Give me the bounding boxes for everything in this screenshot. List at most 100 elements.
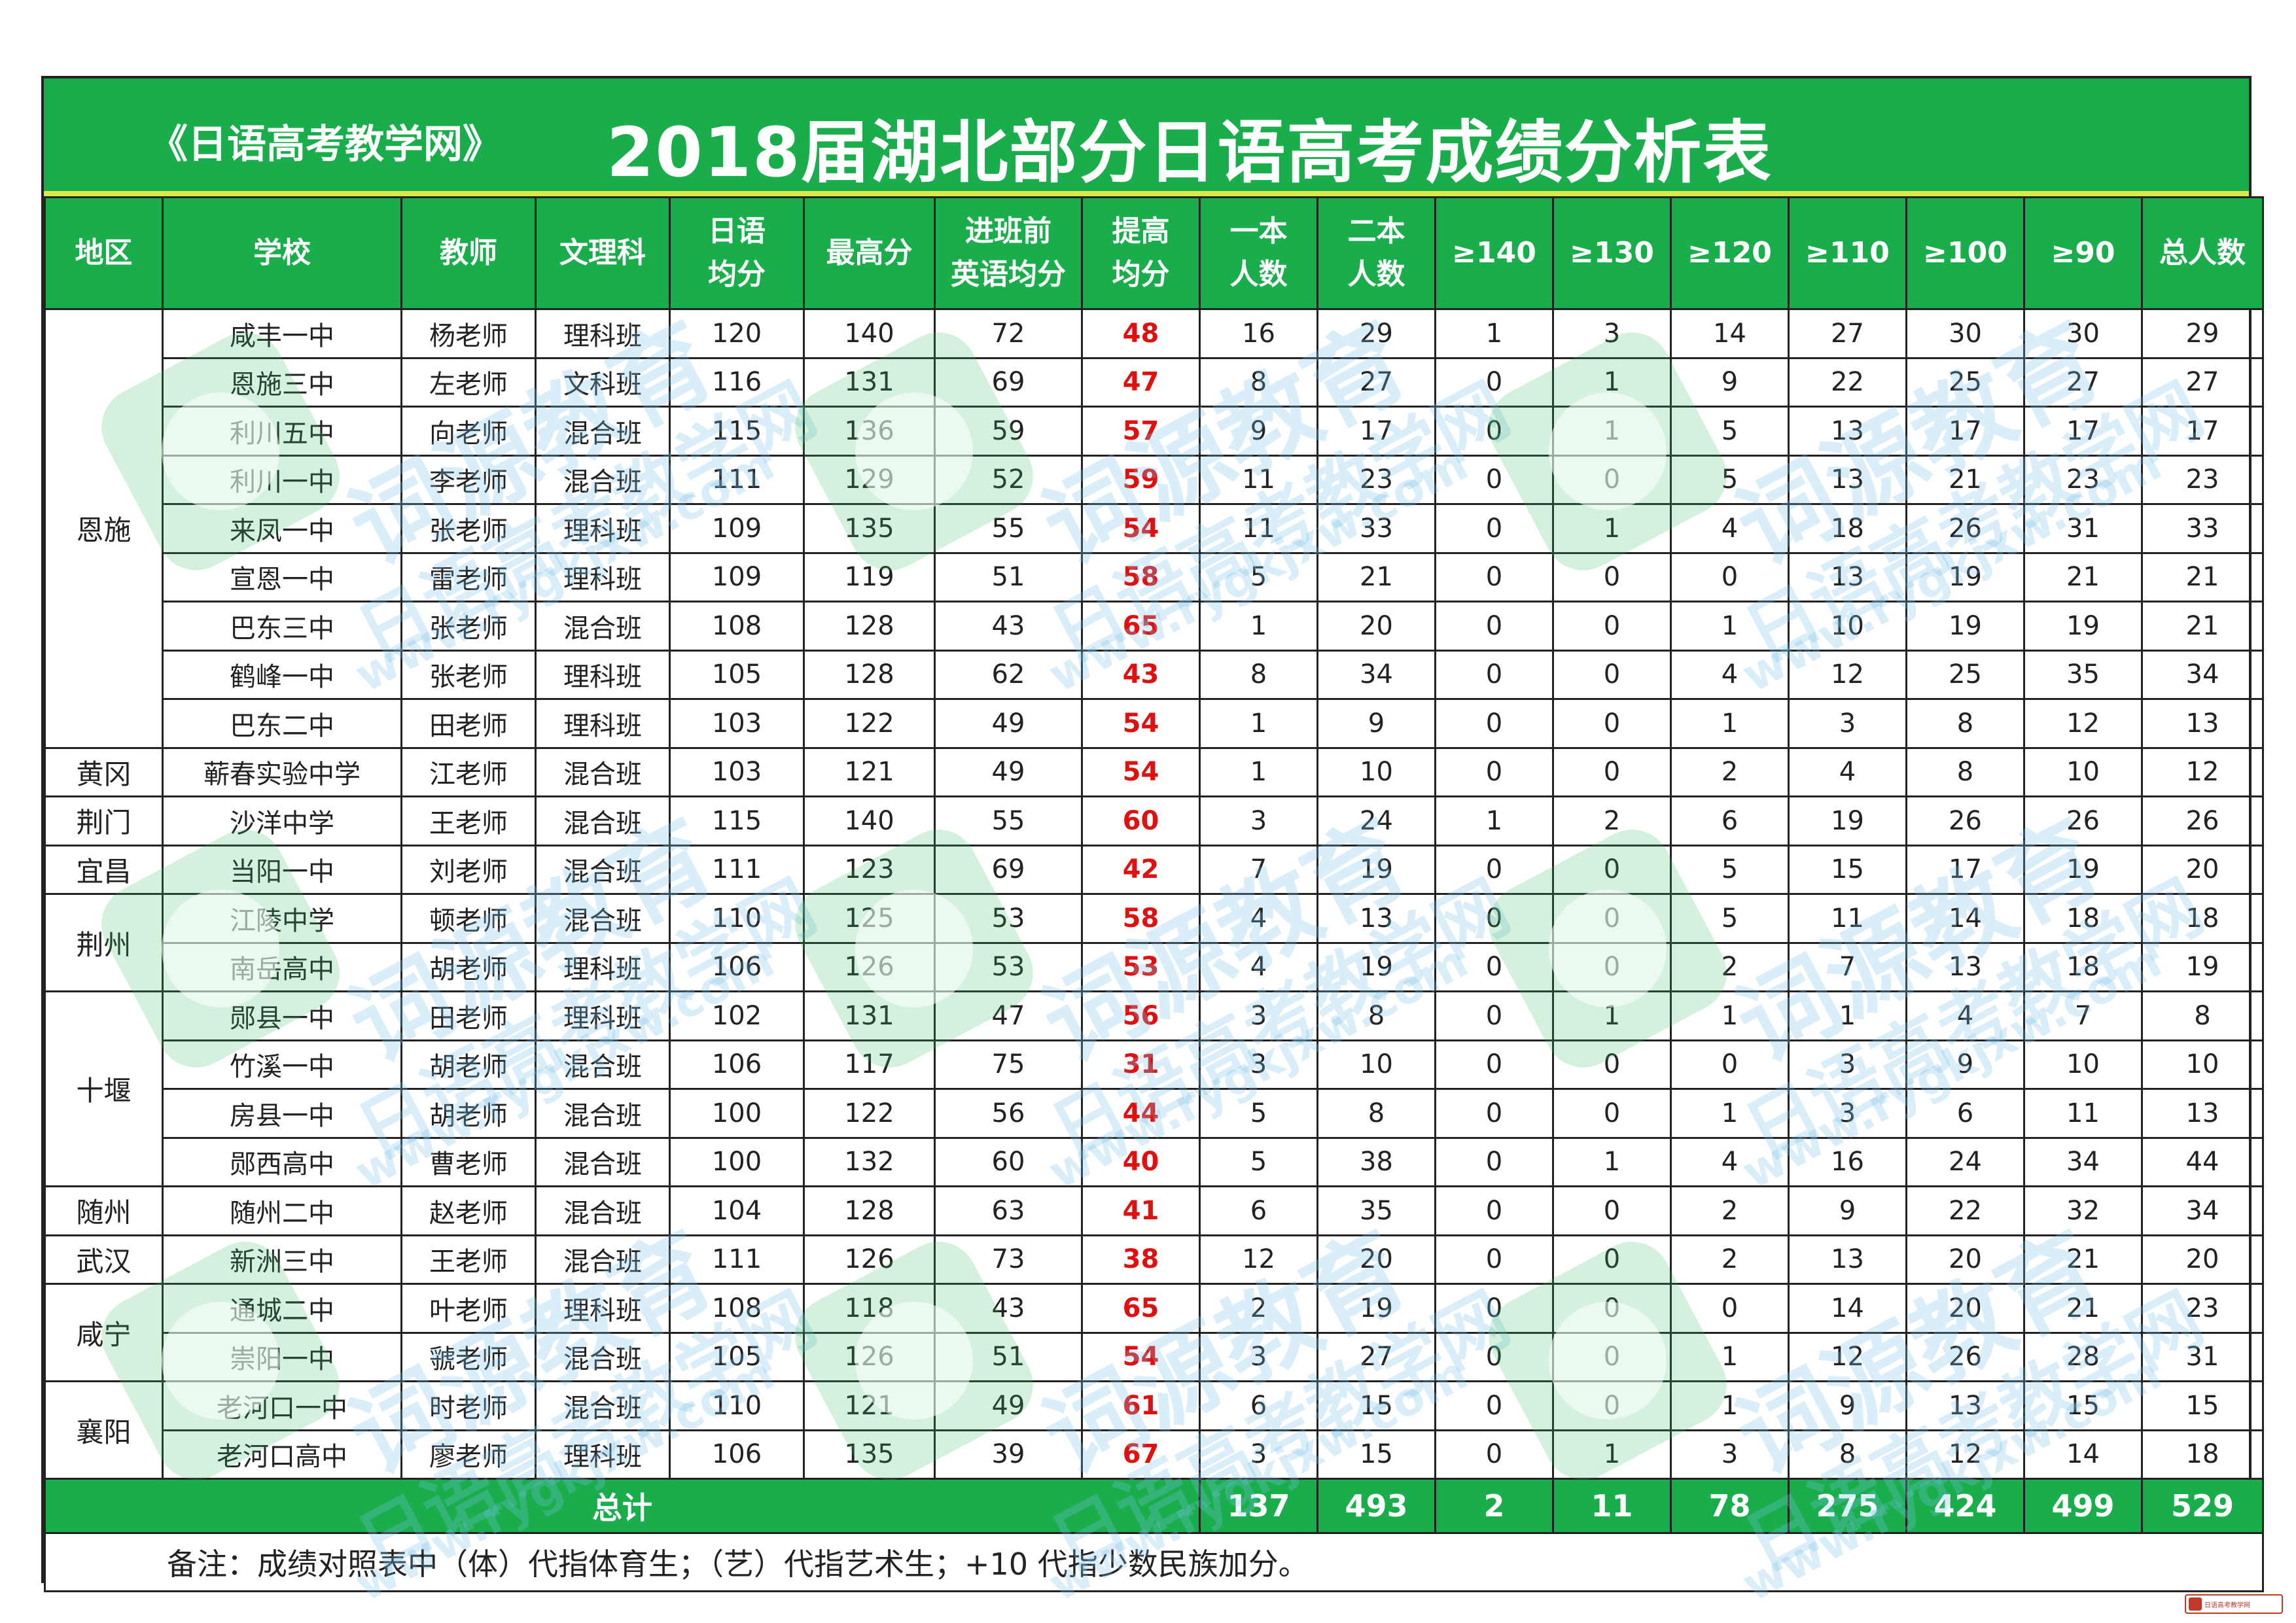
table-cell: 0 xyxy=(1434,990,1554,1041)
table-cell: 106 xyxy=(669,1429,805,1480)
page-frame: 《日语高考教学网》 2018届湖北部分日语高考成绩分析表 地区 学校 教师 文理科 日语… xyxy=(41,76,2264,1612)
table-cell: 0 xyxy=(1552,746,1672,797)
table-cell: 135 xyxy=(803,1429,936,1480)
teacher-cell: 田老师 xyxy=(400,698,537,749)
table-cell: 21 xyxy=(2141,551,2264,602)
table-row: 襄阳 老河口一中 时老师 混合班 110 121 49 61 6 15 0 0 1 9 13 15 15 xyxy=(44,1380,2264,1480)
column-header: 日语 均分 xyxy=(669,196,805,310)
table-cell: 128 xyxy=(803,649,936,700)
table-cell: 0 xyxy=(1434,1380,1554,1431)
table-row: 荆门 沙洋中学 王老师 混合班 115 140 55 60 3 24 1 2 6 19 26 26 26 xyxy=(44,795,2264,846)
table-cell: 1 xyxy=(1199,698,1318,749)
table-cell: 1 xyxy=(1670,698,1790,749)
table-cell: 0 xyxy=(1434,1429,1554,1480)
table-cell: 15 xyxy=(1316,1429,1436,1480)
table-cell: 21 xyxy=(1905,454,2025,505)
table-cell: 1 xyxy=(1670,990,1790,1041)
teacher-cell: 廖老师 xyxy=(400,1429,537,1480)
total-cell: 529 xyxy=(2141,1478,2264,1534)
table-cell: 8 xyxy=(1199,649,1318,700)
table-cell: 0 xyxy=(1552,454,1672,505)
table-cell: 混合班 xyxy=(535,1380,671,1431)
table-cell: 29 xyxy=(1316,308,1436,359)
total-label: 总计 xyxy=(44,1478,1201,1534)
column-header: ≥90 xyxy=(2023,196,2143,310)
table-cell: 6 xyxy=(1199,1380,1318,1431)
table-cell: 2 xyxy=(1670,746,1790,797)
table-cell: 121 xyxy=(803,1380,936,1431)
table-cell: 混合班 xyxy=(535,1234,671,1285)
table-cell: 30 xyxy=(2023,308,2143,359)
table-cell: 0 xyxy=(1434,357,1554,408)
table-cell: 25 xyxy=(1905,649,2025,700)
table-cell: 10 xyxy=(2023,746,2143,797)
total-cell: 499 xyxy=(2023,1478,2143,1534)
table-cell: 106 xyxy=(669,1039,805,1090)
table-cell: 65 xyxy=(1081,601,1201,652)
table-cell: 0 xyxy=(1552,1185,1672,1236)
table-cell: 3 xyxy=(1788,1088,1907,1139)
teacher-cell: 雷老师 xyxy=(400,551,537,602)
table-cell: 混合班 xyxy=(535,1039,671,1090)
table-cell: 8 xyxy=(1316,1088,1436,1139)
table-cell: 33 xyxy=(1316,503,1436,554)
table-cell: 41 xyxy=(1081,1185,1201,1236)
table-cell: 105 xyxy=(669,1331,805,1382)
table-cell: 8 xyxy=(1905,746,2025,797)
table-cell: 0 xyxy=(1552,941,1672,992)
table-cell: 27 xyxy=(2141,357,2264,408)
region-cell: 咸宁 xyxy=(44,1283,164,1382)
table-cell: 59 xyxy=(1081,454,1201,505)
total-cell: 11 xyxy=(1552,1478,1672,1534)
table-cell: 0 xyxy=(1434,406,1554,457)
teacher-cell: 胡老师 xyxy=(400,941,537,992)
table-cell: 53 xyxy=(1081,941,1201,992)
column-header: 一本 人数 xyxy=(1199,196,1318,310)
table-cell: 10 xyxy=(2023,1039,2143,1090)
table-cell: 2 xyxy=(1552,795,1672,846)
table-row: 十堰 郧县一中 田老师 理科班 102 131 47 56 3 8 0 1 1 1 4 7 8 xyxy=(44,990,2264,1187)
table-cell: 28 xyxy=(2023,1331,2143,1382)
table-row: 来凤一中 张老师 理科班 109 135 55 54 11 33 0 1 4 18 26 31 33 xyxy=(45,503,2264,554)
table-cell: 0 xyxy=(1552,649,1672,700)
table-cell: 13 xyxy=(1788,406,1907,457)
table-cell: 72 xyxy=(934,308,1083,359)
teacher-cell: 时老师 xyxy=(400,1380,537,1431)
table-cell: 51 xyxy=(934,551,1083,602)
table-cell: 27 xyxy=(1316,357,1436,408)
table-cell: 104 xyxy=(669,1185,805,1236)
table-cell: 0 xyxy=(1434,698,1554,749)
table-cell: 0 xyxy=(1434,1136,1554,1187)
table-cell: 31 xyxy=(2141,1331,2264,1382)
school-cell: 竹溪一中 xyxy=(162,1039,402,1090)
table-cell: 128 xyxy=(803,1185,936,1236)
table-cell: 35 xyxy=(1316,1185,1436,1236)
table-header-row: 地区 学校 教师 文理科 日语 均分 最高分 进班前 英语均分 提高 均分 一本 人数 二本 人数 ≥140 ≥… xyxy=(44,196,2264,310)
page-title: 2018届湖北部分日语高考成绩分析表 xyxy=(607,113,1773,192)
table-cell: 61 xyxy=(1081,1380,1201,1431)
table-cell: 0 xyxy=(1552,551,1672,602)
table-row: 房县一中 胡老师 混合班 100 122 56 44 5 8 0 0 1 3 6 11 13 xyxy=(45,1088,2264,1139)
column-header: 地区 xyxy=(44,196,164,310)
table-cell: 43 xyxy=(934,601,1083,652)
table-cell: 126 xyxy=(803,941,936,992)
table-cell: 3 xyxy=(1199,990,1318,1041)
table-cell: 0 xyxy=(1434,746,1554,797)
table-cell: 55 xyxy=(934,795,1083,846)
table-cell: 23 xyxy=(2141,1283,2264,1334)
table-cell: 理科班 xyxy=(535,649,671,700)
table-cell: 混合班 xyxy=(535,746,671,797)
table-cell: 109 xyxy=(669,503,805,554)
teacher-cell: 杨老师 xyxy=(400,308,537,359)
table-cell: 48 xyxy=(1081,308,1201,359)
table-cell: 混合班 xyxy=(535,844,671,895)
table-cell: 128 xyxy=(803,601,936,652)
table-cell: 5 xyxy=(1670,844,1790,895)
table-cell: 17 xyxy=(2141,406,2264,457)
table-cell: 0 xyxy=(1434,844,1554,895)
table-cell: 5 xyxy=(1670,893,1790,944)
table-cell: 122 xyxy=(803,1088,936,1139)
table-cell: 140 xyxy=(803,795,936,846)
table-cell: 17 xyxy=(1905,844,2025,895)
table-cell: 19 xyxy=(2141,941,2264,992)
